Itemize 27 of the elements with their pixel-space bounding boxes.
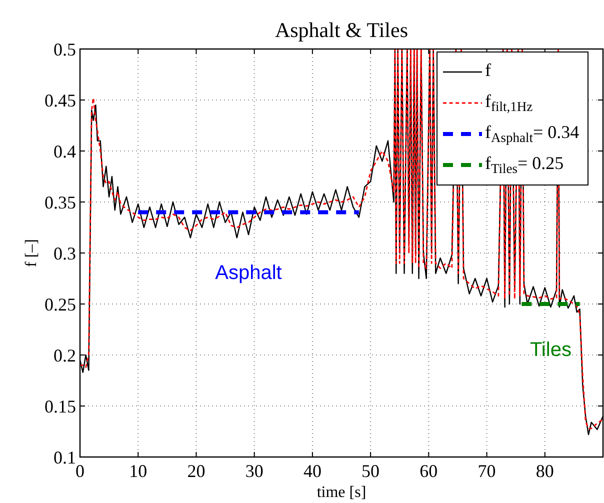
annotation: Tiles xyxy=(530,339,572,361)
y-tick-label: 0.5 xyxy=(54,39,76,60)
y-tick-label: 0.2 xyxy=(54,345,76,366)
y-tick-label: 0.15 xyxy=(44,396,76,416)
y-tick-label: 0.25 xyxy=(44,294,76,314)
y-tick-label: 0.35 xyxy=(44,192,76,212)
x-tick-label: 20 xyxy=(187,461,206,481)
y-tick-label: 0.45 xyxy=(44,90,76,110)
legend-label: f xyxy=(485,60,491,80)
x-tick-label: 50 xyxy=(362,461,380,481)
y-tick-label: 0.4 xyxy=(54,141,76,162)
x-tick-label: 70 xyxy=(478,461,496,481)
x-tick-label: 10 xyxy=(129,461,148,481)
legend-label: f$_{Tiles}$= 0.25 xyxy=(485,153,564,176)
x-tick-label: 0 xyxy=(76,461,84,481)
annotation: Asphalt xyxy=(215,262,282,284)
chart-title: Asphalt & Tiles xyxy=(274,18,408,42)
x-axis-title: time [s] xyxy=(316,484,366,501)
legend-label: f$_{filt,1Hz}$ xyxy=(485,91,533,114)
x-tick-label: 80 xyxy=(536,461,554,481)
y-axis-title: f [–] xyxy=(23,239,40,267)
x-tick-label: 30 xyxy=(245,461,264,481)
legend-label: f$_{Asphalt}$= 0.34 xyxy=(485,122,580,146)
y-tick-label: 0.3 xyxy=(54,243,76,264)
x-tick-label: 60 xyxy=(420,461,438,481)
x-tick-label: 40 xyxy=(303,461,322,481)
y-tick-label: 0.1 xyxy=(54,447,76,468)
